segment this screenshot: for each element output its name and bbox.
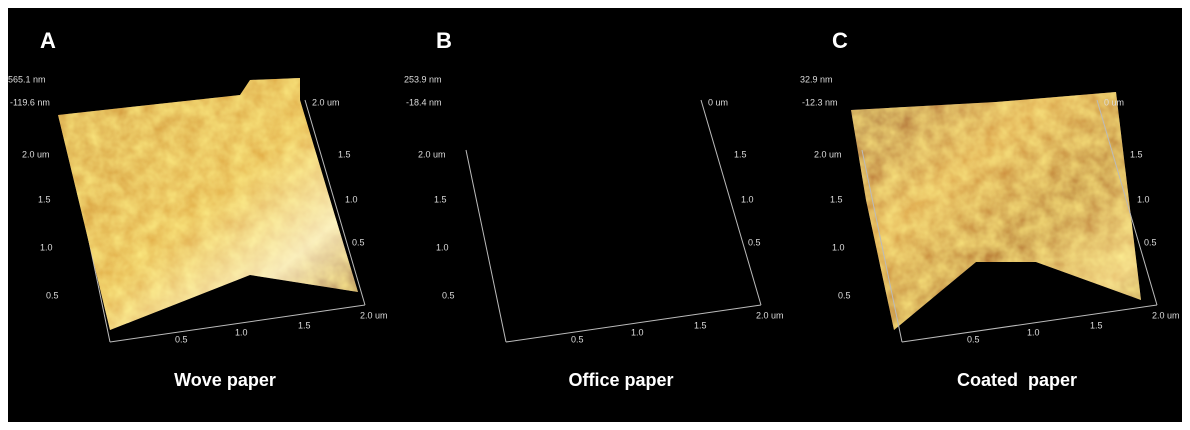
right-axis-label: 1.5 <box>338 149 351 159</box>
afm-surface <box>58 78 358 330</box>
panel-letter: B <box>436 28 452 53</box>
panel-caption: Office paper <box>568 370 673 390</box>
left-axis-label: 2.0 um <box>22 149 50 159</box>
right-axis-label: 0.5 <box>1144 237 1157 247</box>
bottom-axis-label: 0.5 <box>571 334 584 344</box>
left-axis-label: 1.0 <box>40 242 53 252</box>
z-min-label: -12.3 nm <box>802 97 838 107</box>
panel-letter: A <box>40 28 56 53</box>
left-axis-label: 2.0 um <box>814 149 842 159</box>
axis-line <box>700 99 762 306</box>
axis-line <box>1096 99 1158 306</box>
bottom-axis-label: 1.0 <box>235 327 248 337</box>
axis-line <box>901 304 1158 343</box>
bottom-axis-label: 0.5 <box>175 334 188 344</box>
z-max-label: 565.1 nm <box>8 74 46 84</box>
right-axis-label: 1.5 <box>1130 149 1143 159</box>
right-axis-label: 1.0 <box>1137 194 1150 204</box>
left-axis-label: 1.5 <box>830 194 843 204</box>
bottom-axis-label: 1.5 <box>1090 320 1103 330</box>
bottom-axis-label: 2.0 um <box>1152 310 1180 320</box>
corner-label: 0 um <box>1104 97 1124 107</box>
left-axis-label: 0.5 <box>442 290 455 300</box>
afm-surface <box>851 92 1141 330</box>
bottom-axis-label: 1.5 <box>298 320 311 330</box>
axis-line <box>304 99 366 306</box>
left-axis-label: 1.0 <box>832 242 845 252</box>
corner-label: 0 um <box>708 97 728 107</box>
left-axis-label: 2.0 um <box>418 149 446 159</box>
axis-line <box>861 149 903 343</box>
left-axis-label: 1.5 <box>38 194 51 204</box>
z-max-label: 32.9 nm <box>800 74 833 84</box>
right-axis-label: 1.0 <box>345 194 358 204</box>
bottom-axis-label: 1.5 <box>694 320 707 330</box>
panel-caption: Coated paper <box>957 370 1077 390</box>
bottom-axis-label: 2.0 um <box>360 310 388 320</box>
bottom-axis-label: 1.0 <box>1027 327 1040 337</box>
axis-line <box>465 149 507 343</box>
corner-label: 2.0 um <box>312 97 340 107</box>
axis-line <box>109 304 366 343</box>
z-max-label: 253.9 nm <box>404 74 442 84</box>
left-axis-label: 1.5 <box>434 194 447 204</box>
left-axis-label: 1.0 <box>436 242 449 252</box>
bottom-axis-label: 0.5 <box>967 334 980 344</box>
panel-letter: C <box>832 28 848 53</box>
bottom-axis-label: 2.0 um <box>756 310 784 320</box>
right-axis-label: 1.0 <box>741 194 754 204</box>
bottom-axis-label: 1.0 <box>631 327 644 337</box>
right-axis-label: 0.5 <box>352 237 365 247</box>
left-axis-label: 0.5 <box>46 290 59 300</box>
z-min-label: -18.4 nm <box>406 97 442 107</box>
panel-caption: Wove paper <box>174 370 276 390</box>
right-axis-label: 1.5 <box>734 149 747 159</box>
z-min-label: -119.6 nm <box>10 97 50 107</box>
axis-line <box>505 304 762 343</box>
right-axis-label: 0.5 <box>748 237 761 247</box>
left-axis-label: 0.5 <box>838 290 851 300</box>
